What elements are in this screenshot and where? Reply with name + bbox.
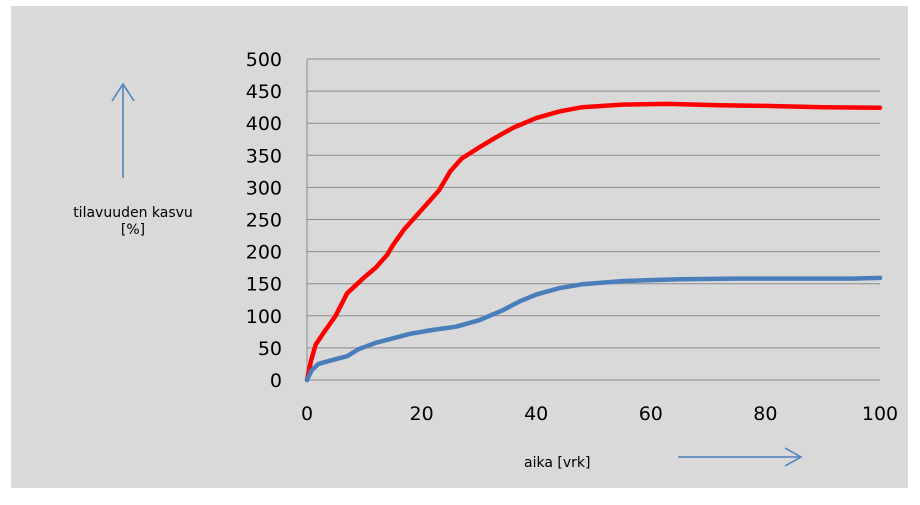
x-tick-label: 80 [753, 403, 777, 425]
y-tick-label: 250 [246, 210, 282, 232]
y-tick-label: 400 [246, 113, 282, 135]
y-tick-label: 300 [246, 177, 282, 199]
x-tick-label: 100 [862, 403, 898, 425]
x-tick-label: 0 [301, 403, 313, 425]
x-tick-label: 60 [639, 403, 663, 425]
series-line-2 [304, 275, 883, 383]
x-tick-label: 20 [410, 403, 434, 425]
y-tick-label: 100 [246, 306, 282, 328]
y-tick-label: 350 [246, 145, 282, 167]
y-tick-label: 450 [246, 81, 282, 103]
x-axis-label: aika [vrk] [524, 455, 591, 471]
up-arrow-head [111, 82, 135, 102]
y-tick-label: 500 [246, 49, 282, 71]
right-arrow-head [784, 447, 803, 467]
y-tick-label: 200 [246, 242, 282, 264]
y-axis-label: tilavuuden kasvu [%] [73, 205, 193, 238]
y-tick-label: 150 [246, 274, 282, 296]
series-line-1 [304, 101, 883, 383]
chart-background [11, 6, 908, 488]
y-tick-label: 50 [258, 338, 282, 360]
y-tick-label: 0 [270, 370, 282, 392]
x-tick-label: 40 [524, 403, 548, 425]
